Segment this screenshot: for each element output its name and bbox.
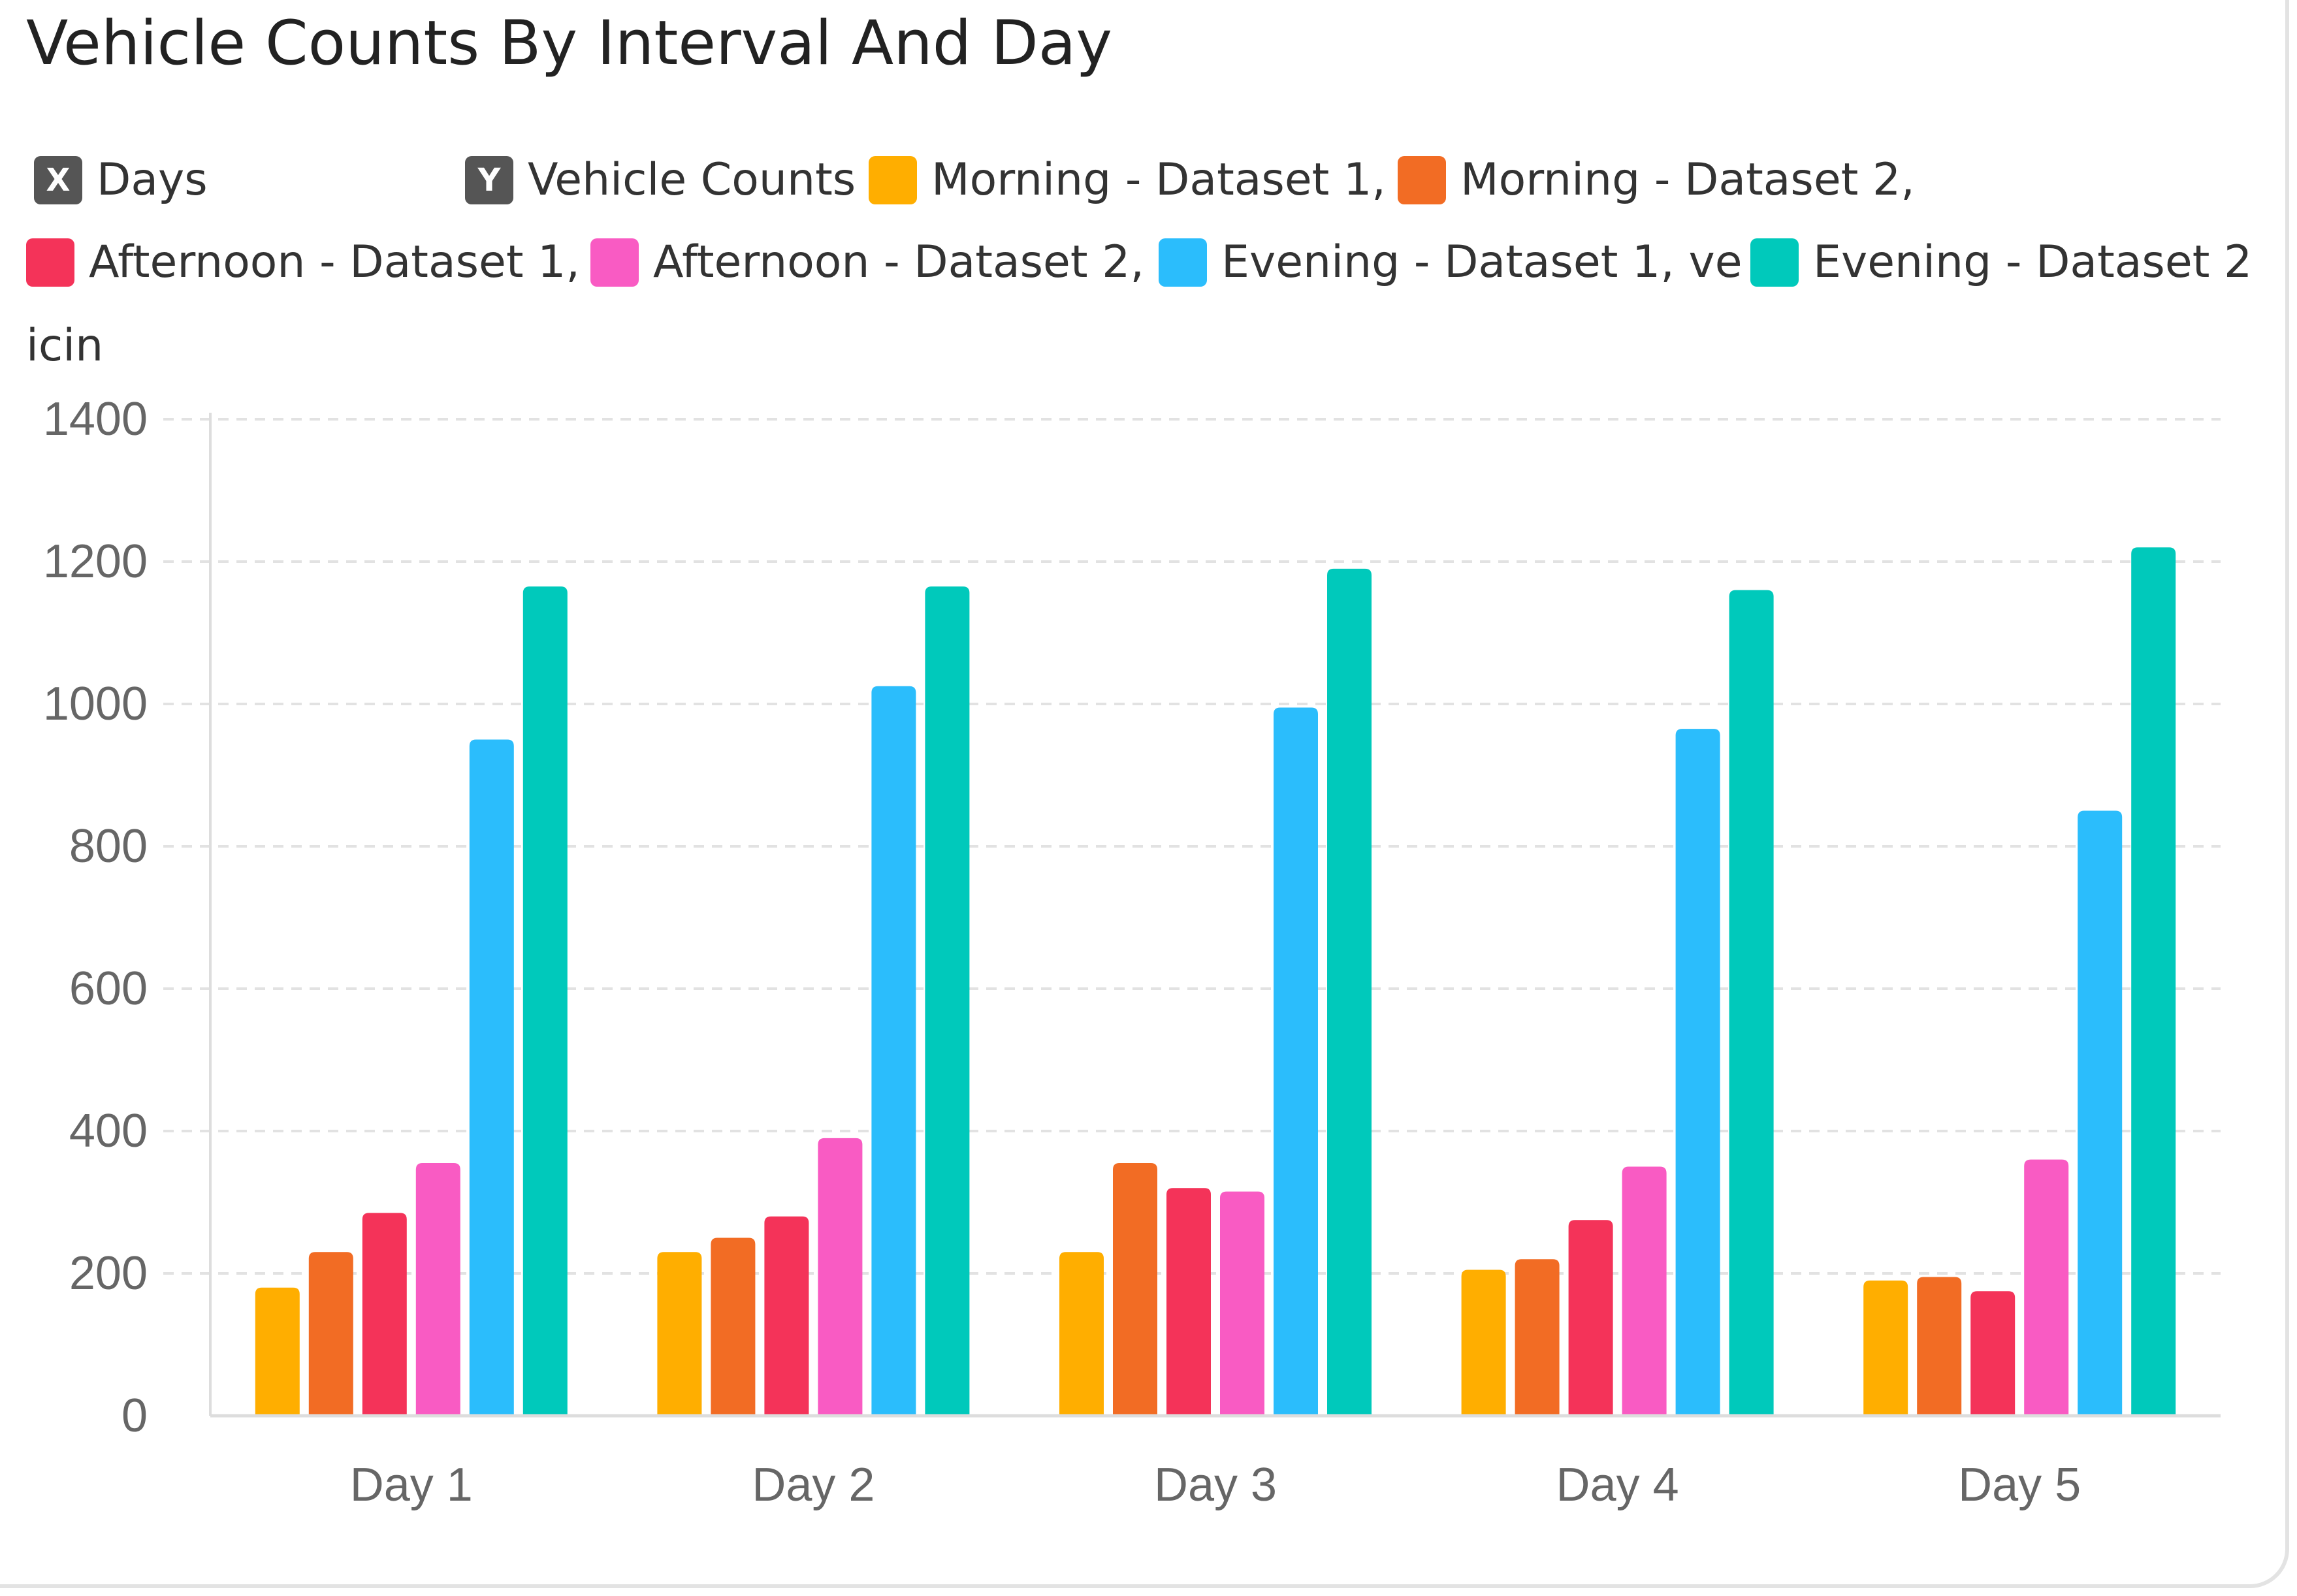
legend-swatch-evening-2 bbox=[1750, 238, 1799, 287]
bar-afternoon-1-day-4[interactable]: Afternoon - Dataset 1 — Day 4: 275 bbox=[1568, 1220, 1613, 1416]
bar-afternoon-2-day-4[interactable]: Afternoon - Dataset 2 — Day 4: 350 bbox=[1622, 1166, 1667, 1416]
x-tick-label: Day 3 bbox=[1154, 1459, 1277, 1511]
bars: Morning - Dataset 1 — Day 1: 180Morning … bbox=[255, 547, 2176, 1416]
x-axis-ticks: Day 1 Day 2 Day 3 Day 4 Day 5 bbox=[350, 1459, 2081, 1511]
legend-label-morning-2: Morning - Dataset 2, bbox=[1460, 154, 1915, 206]
legend-overflow-text: icin bbox=[26, 320, 104, 372]
bar-evening-1-day-4[interactable]: Evening - Dataset 1 — Day 4: 965 bbox=[1675, 729, 1720, 1416]
legend-x-axis-label: Days bbox=[97, 154, 208, 206]
bar-afternoon-2-day-3[interactable]: Afternoon - Dataset 2 — Day 3: 315 bbox=[1220, 1191, 1264, 1416]
y-tick-label: 600 bbox=[69, 963, 148, 1015]
bar-morning-1-day-2[interactable]: Morning - Dataset 1 — Day 2: 230 bbox=[657, 1252, 702, 1416]
bar-evening-2-day-2[interactable]: Evening - Dataset 2 — Day 2: 1165 bbox=[925, 586, 970, 1416]
bar-morning-2-day-4[interactable]: Morning - Dataset 2 — Day 4: 220 bbox=[1515, 1259, 1560, 1416]
legend-y-axis-label: Vehicle Counts bbox=[528, 154, 856, 206]
x-axis-key-icon: X bbox=[34, 155, 82, 204]
legend-item-afternoon-2[interactable]: Afternoon - Dataset 2, bbox=[590, 236, 1144, 288]
x-tick-label: Day 2 bbox=[752, 1459, 875, 1511]
bar-morning-2-day-1[interactable]: Morning - Dataset 2 — Day 1: 230 bbox=[308, 1252, 353, 1416]
bar-evening-2-day-3[interactable]: Evening - Dataset 2 — Day 3: 1190 bbox=[1327, 568, 1372, 1416]
chart-title: Vehicle Counts By Interval And Day bbox=[26, 8, 1112, 79]
bar-morning-2-day-2[interactable]: Morning - Dataset 2 — Day 2: 250 bbox=[711, 1237, 756, 1416]
bar-afternoon-1-day-2[interactable]: Afternoon - Dataset 1 — Day 2: 280 bbox=[764, 1216, 809, 1416]
legend-label-evening-1: Evening - Dataset 1, ve bbox=[1221, 236, 1743, 288]
y-tick-label: 1000 bbox=[43, 678, 148, 730]
bar-morning-1-day-1[interactable]: Morning - Dataset 1 — Day 1: 180 bbox=[255, 1287, 300, 1416]
legend-item-afternoon-1[interactable]: Afternoon - Dataset 1, bbox=[26, 236, 580, 288]
y-tick-label: 1400 bbox=[43, 393, 148, 445]
legend-swatch-evening-1 bbox=[1159, 238, 1207, 287]
legend-label-morning-1: Morning - Dataset 1, bbox=[931, 154, 1386, 206]
bar-evening-1-day-3[interactable]: Evening - Dataset 1 — Day 3: 995 bbox=[1274, 707, 1318, 1416]
legend-label-afternoon-1: Afternoon - Dataset 1, bbox=[89, 236, 581, 288]
legend-swatch-morning-2 bbox=[1398, 155, 1446, 204]
legend-swatch-morning-1 bbox=[869, 155, 917, 204]
bar-evening-1-day-5[interactable]: Evening - Dataset 1 — Day 5: 850 bbox=[2078, 810, 2123, 1416]
bar-morning-1-day-4[interactable]: Morning - Dataset 1 — Day 4: 205 bbox=[1461, 1269, 1506, 1416]
bar-afternoon-1-day-3[interactable]: Afternoon - Dataset 1 — Day 3: 320 bbox=[1166, 1188, 1211, 1416]
y-tick-label: 800 bbox=[69, 820, 148, 872]
y-axis-ticks: 0 200 400 600 800 1000 1200 1400 bbox=[43, 393, 148, 1442]
legend-swatch-afternoon-2 bbox=[590, 238, 639, 287]
y-axis-key-icon: Y bbox=[465, 155, 513, 204]
legend-item-evening-1[interactable]: Evening - Dataset 1, ve bbox=[1159, 236, 1743, 288]
bar-morning-1-day-3[interactable]: Morning - Dataset 1 — Day 3: 230 bbox=[1059, 1252, 1104, 1416]
legend-swatch-afternoon-1 bbox=[26, 238, 74, 287]
y-tick-label: 400 bbox=[69, 1105, 148, 1157]
legend-x-axis[interactable]: X Days bbox=[34, 154, 208, 206]
bar-morning-2-day-3[interactable]: Morning - Dataset 2 — Day 3: 355 bbox=[1113, 1163, 1157, 1416]
x-tick-label: Day 4 bbox=[1556, 1459, 1679, 1511]
legend-item-morning-2[interactable]: Morning - Dataset 2, bbox=[1398, 154, 1915, 206]
legend-item-evening-2[interactable]: Evening - Dataset 2 bbox=[1750, 236, 2252, 288]
legend-y-axis[interactable]: Y Vehicle Counts bbox=[465, 154, 856, 206]
x-tick-label: Day 5 bbox=[1958, 1459, 2081, 1511]
bar-morning-1-day-5[interactable]: Morning - Dataset 1 — Day 5: 190 bbox=[1863, 1280, 1908, 1416]
x-tick-label: Day 1 bbox=[350, 1459, 473, 1511]
legend-item-morning-1[interactable]: Morning - Dataset 1, bbox=[869, 154, 1386, 206]
y-tick-label: 0 bbox=[121, 1390, 148, 1442]
bar-evening-2-day-5[interactable]: Evening - Dataset 2 — Day 5: 1220 bbox=[2131, 547, 2176, 1416]
bar-afternoon-2-day-5[interactable]: Afternoon - Dataset 2 — Day 5: 360 bbox=[2024, 1159, 2069, 1416]
bar-afternoon-2-day-2[interactable]: Afternoon - Dataset 2 — Day 2: 390 bbox=[818, 1138, 863, 1416]
bar-afternoon-1-day-1[interactable]: Afternoon - Dataset 1 — Day 1: 285 bbox=[362, 1213, 407, 1416]
legend-label-evening-2: Evening - Dataset 2 bbox=[1813, 236, 2253, 288]
bar-evening-2-day-4[interactable]: Evening - Dataset 2 — Day 4: 1160 bbox=[1729, 590, 1774, 1416]
bar-evening-1-day-2[interactable]: Evening - Dataset 1 — Day 2: 1025 bbox=[871, 686, 916, 1416]
bar-morning-2-day-5[interactable]: Morning - Dataset 2 — Day 5: 195 bbox=[1917, 1277, 1962, 1416]
bar-evening-2-day-1[interactable]: Evening - Dataset 2 — Day 1: 1165 bbox=[522, 586, 568, 1416]
bar-evening-1-day-1[interactable]: Evening - Dataset 1 — Day 1: 950 bbox=[469, 739, 514, 1416]
y-tick-label: 1200 bbox=[43, 535, 148, 588]
legend-label-afternoon-2: Afternoon - Dataset 2, bbox=[653, 236, 1145, 288]
bar-afternoon-1-day-5[interactable]: Afternoon - Dataset 1 — Day 5: 175 bbox=[1970, 1291, 2016, 1416]
y-tick-label: 200 bbox=[69, 1247, 148, 1300]
bar-afternoon-2-day-1[interactable]: Afternoon - Dataset 2 — Day 1: 355 bbox=[415, 1163, 460, 1416]
